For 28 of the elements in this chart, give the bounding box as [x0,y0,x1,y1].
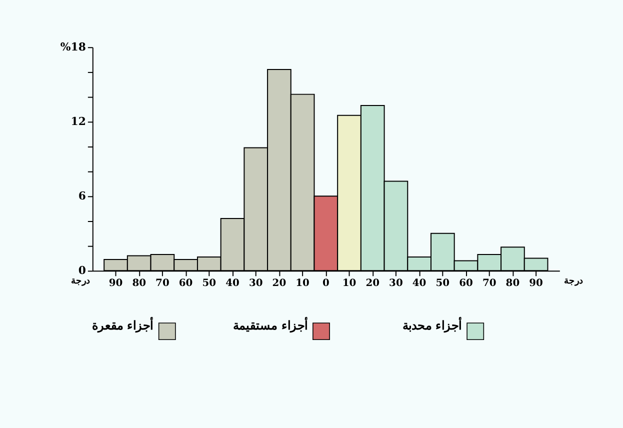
x-tick-label: 10 [296,278,310,290]
x-tick-label: 70 [482,278,496,290]
x-tick-label: 60 [178,278,193,290]
x-tick-label: 50 [202,278,216,290]
x-tick-label: 70 [156,278,170,290]
legend-label: أجزاء مستقيمة [233,317,308,334]
x-tick-label: 90 [108,278,123,290]
x-tick-label: 80 [506,278,520,290]
x-axis-title: درجة [564,276,583,287]
x-tick-label: 90 [529,278,544,290]
text: درجة [70,276,90,287]
x-tick-label: 20 [366,278,380,290]
legend-label: أجزاء مقعرة [92,317,154,334]
y-tick-label: 12 [70,115,86,128]
x-tick-label: 60 [459,278,474,290]
y-tick-label: %18 [60,40,86,54]
y-tick-label: 0 [78,264,86,278]
x-tick-label: 80 [132,278,146,290]
x-tick-label: 10 [342,278,356,290]
x-tick-label: 0 [322,278,330,290]
x-tick-label: 50 [436,278,450,290]
x-tick-label: 40 [226,278,240,290]
x-tick-label: 30 [389,278,403,290]
x-tick-label: 40 [412,278,426,290]
y-tick-label: 6 [78,190,86,203]
x-tick-label: 20 [272,278,286,290]
legend-label: أجزاء محدبة [402,317,462,334]
x-tick-label: 30 [248,278,263,290]
